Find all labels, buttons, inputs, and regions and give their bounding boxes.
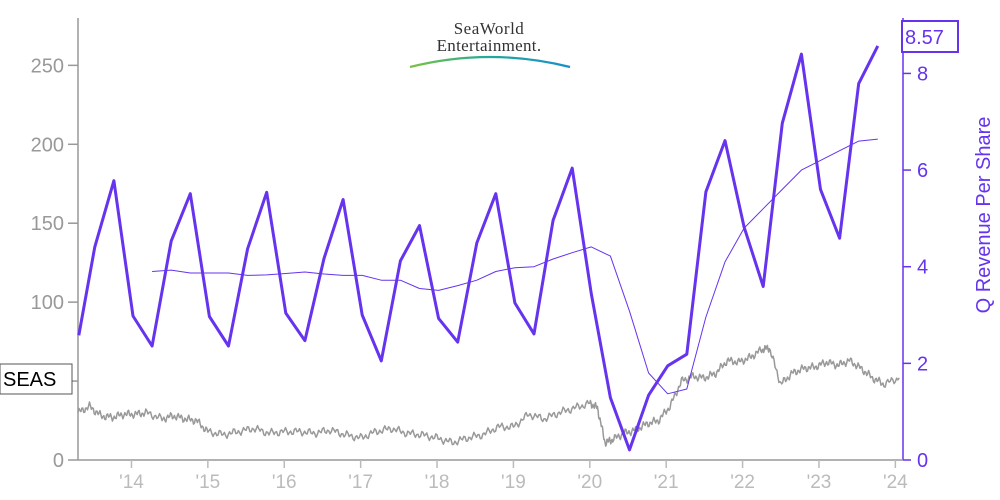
left-axis: 0 100 150 200 250	[31, 18, 79, 472]
seaworld-logo: SeaWorld Entertainment.	[409, 19, 571, 69]
last-value-label: 8.57	[905, 27, 944, 49]
right-axis-title: Q Revenue Per Share	[973, 117, 995, 314]
logo-line-2: Entertainment.	[437, 36, 542, 55]
left-axis-tick-label: 200	[31, 134, 64, 156]
x-axis-tick-label: '18	[425, 472, 450, 493]
x-axis-tick-label: '19	[501, 472, 526, 493]
right-axis: 0 2 4 6 8	[902, 18, 928, 472]
x-axis-tick-label: '15	[195, 472, 220, 493]
ticker-box-frame	[0, 363, 73, 395]
x-axis: '14 '15 '16 '17 '18 '19 '20 '21 '22 '23 '24	[78, 459, 908, 493]
right-axis-tick-label: 8	[917, 63, 928, 85]
x-axis-tick-label: '22	[730, 472, 755, 493]
revenue-average-line	[152, 138, 878, 395]
x-axis-tick-label: '20	[577, 472, 602, 493]
logo-line-1: SeaWorld	[454, 19, 525, 38]
x-axis-tick-label: '17	[348, 472, 373, 493]
right-axis-tick-label: 2	[917, 353, 928, 375]
left-axis-tick-label: 150	[31, 213, 64, 235]
price-series-line	[77, 344, 900, 447]
right-axis-tick-label: 6	[917, 160, 928, 182]
left-axis-tick-label: 250	[31, 55, 64, 77]
last-value-box: 8.57	[901, 20, 959, 53]
x-axis-tick-label: '21	[654, 472, 679, 493]
revenue-per-share-line	[77, 45, 880, 452]
right-axis-tick-label: 4	[917, 257, 928, 279]
x-axis-tick-label: '23	[807, 472, 832, 493]
logo-swoosh	[409, 55, 571, 69]
series-layer	[77, 45, 900, 452]
ticker-label: SEAS	[3, 369, 56, 391]
left-axis-tick-label: 100	[31, 292, 64, 314]
left-axis-tick-label: 0	[53, 450, 64, 472]
right-axis-tick-label: 0	[917, 450, 928, 472]
last-value-frame	[901, 20, 959, 53]
x-axis-tick-label: '14	[119, 472, 144, 493]
ticker-box: SEAS	[0, 363, 73, 395]
x-axis-tick-label: '16	[272, 472, 297, 493]
x-axis-tick-label: '24	[883, 472, 908, 493]
